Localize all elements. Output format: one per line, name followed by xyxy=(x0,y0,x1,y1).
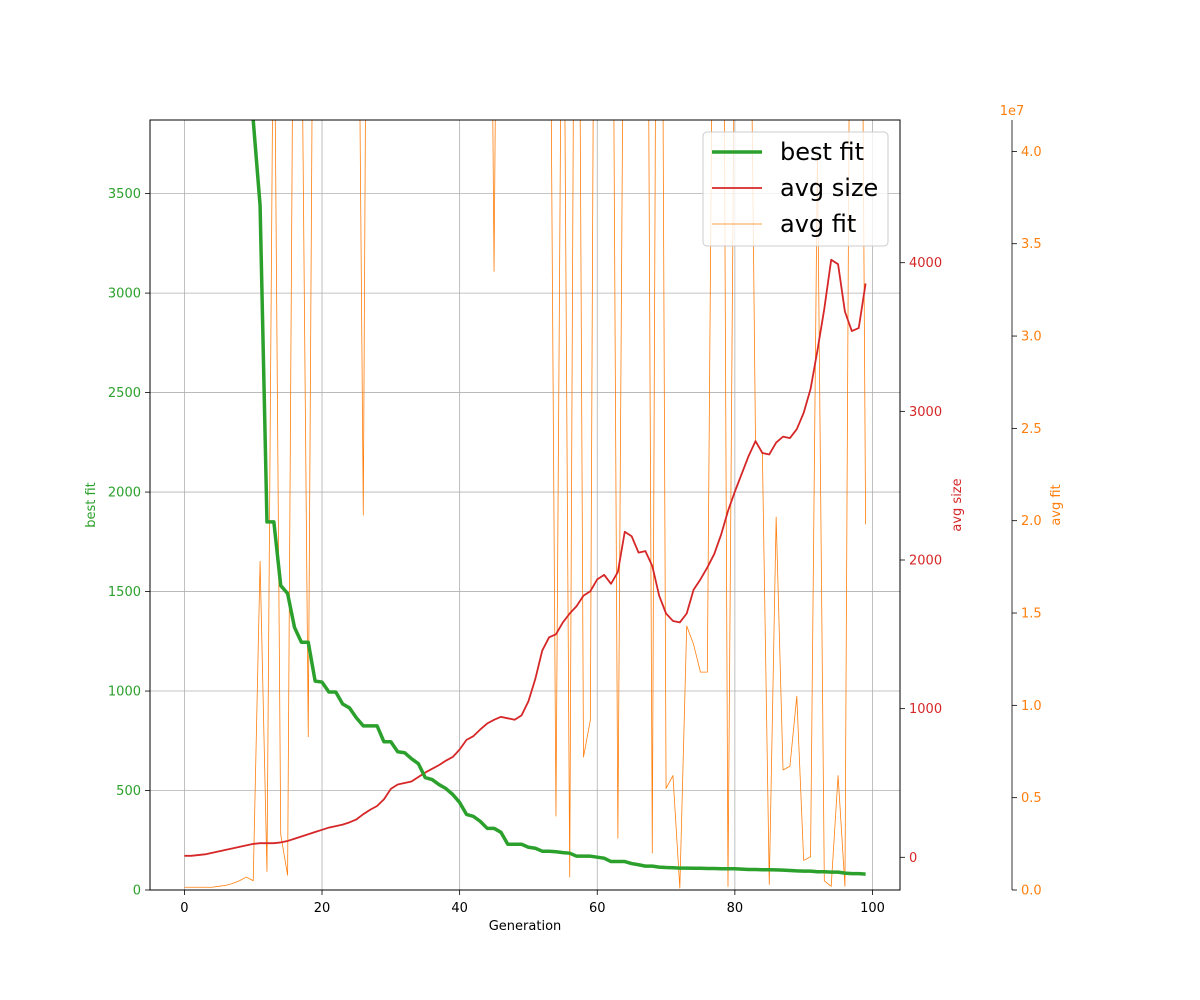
avg-fit-tick-label: 0.5 xyxy=(1021,791,1042,806)
avg-fit-tick-label: 2.5 xyxy=(1021,422,1042,437)
avg-fit-tick-label: 3.0 xyxy=(1021,330,1042,345)
avg-fit-tick-label: 2.0 xyxy=(1021,514,1042,529)
series-layer xyxy=(184,120,867,889)
avg-size-axis-label: avg size xyxy=(950,478,965,531)
series-line-avg-size xyxy=(184,258,867,857)
avg-size-tick-label: 0 xyxy=(909,851,917,866)
plot-frame xyxy=(149,119,901,891)
best-fit-tick-label: 0 xyxy=(133,884,141,899)
avg-size-tick-label: 2000 xyxy=(909,554,942,569)
x-axis-label: Generation xyxy=(489,919,562,934)
best-fit-tick-label: 3000 xyxy=(108,287,141,302)
avg-fit-tick-label: 4.0 xyxy=(1021,145,1042,160)
x-tick-label: 0 xyxy=(180,901,188,916)
avg-size-tick-label: 4000 xyxy=(909,256,942,271)
legend-label: best fit xyxy=(780,138,864,166)
avg-fit-tick-label: 1.5 xyxy=(1021,607,1042,622)
x-tick-label: 100 xyxy=(860,901,885,916)
best-fit-tick-label: 1000 xyxy=(108,685,141,700)
legend-label: avg size xyxy=(780,174,878,202)
legend: best fit avg size avg fit xyxy=(702,131,889,247)
legend-box xyxy=(702,131,889,247)
best-fit-tick-label: 2000 xyxy=(108,486,141,501)
x-tick-label: 40 xyxy=(451,901,468,916)
best-fit-tick-label: 1500 xyxy=(108,585,141,600)
x-tick-label: 20 xyxy=(314,901,331,916)
avg-fit-tick-label: 3.5 xyxy=(1021,237,1042,252)
avg-fit-axis-label: avg fit xyxy=(1049,484,1064,525)
avg-fit-tick-label: 1.0 xyxy=(1021,699,1042,714)
legend-label: avg fit xyxy=(780,210,856,238)
best-fit-tick-label: 2500 xyxy=(108,386,141,401)
avg-size-tick-label: 3000 xyxy=(909,405,942,420)
axes-layer: 0 20 40 60 80 100 Generation 0 500 1000 1500 2000 25… xyxy=(84,104,1064,934)
best-fit-tick-label: 500 xyxy=(116,784,141,799)
best-fit-tick-label: 3500 xyxy=(108,187,141,202)
x-tick-label: 80 xyxy=(727,901,744,916)
avg-fit-offset-text: 1e7 xyxy=(1000,104,1025,119)
plot-border xyxy=(149,119,901,891)
best-fit-axis-label: best fit xyxy=(84,482,99,528)
series-line-best-fit xyxy=(251,120,866,876)
avg-size-tick-label: 1000 xyxy=(909,702,942,717)
avg-fit-tick-label: 0.0 xyxy=(1021,884,1042,899)
x-tick-label: 60 xyxy=(589,901,606,916)
